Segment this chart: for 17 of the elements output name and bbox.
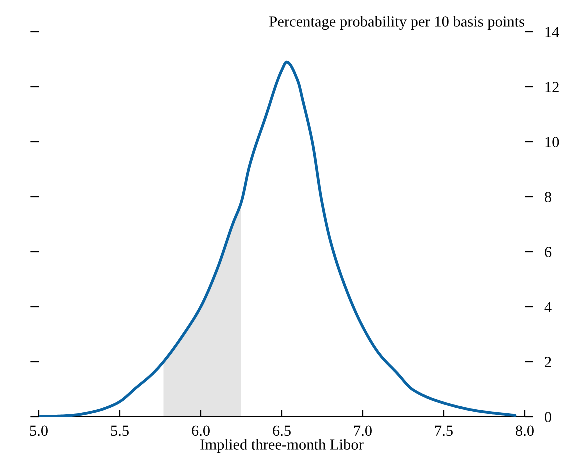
y-tick-label: 0 — [545, 412, 552, 422]
y-tick-label: 2 — [545, 357, 552, 368]
y-tick-label: 8 — [545, 192, 552, 202]
y-tick-label: 4 — [544, 302, 552, 312]
y-tick-label: 10 — [546, 137, 560, 148]
x-tick-label: 8.0 — [516, 426, 534, 436]
x-tick-label: 5.5 — [111, 426, 129, 436]
x-tick-label: 6.0 — [192, 426, 210, 436]
x-tick-label: 6.5 — [273, 426, 291, 436]
y-tick-label: 6 — [545, 247, 552, 258]
x-tick-label: 7.0 — [354, 426, 372, 436]
x-tick-label: 5.0 — [30, 426, 48, 436]
x-axis-title: Implied three-month Libor — [200, 439, 364, 454]
y-tick-label: 14 — [546, 27, 560, 38]
y-tick-label: 12 — [546, 82, 559, 92]
y-axis-title: Percentage probability per 10 basis points — [270, 16, 524, 30]
x-tick-label: 7.5 — [435, 426, 453, 436]
